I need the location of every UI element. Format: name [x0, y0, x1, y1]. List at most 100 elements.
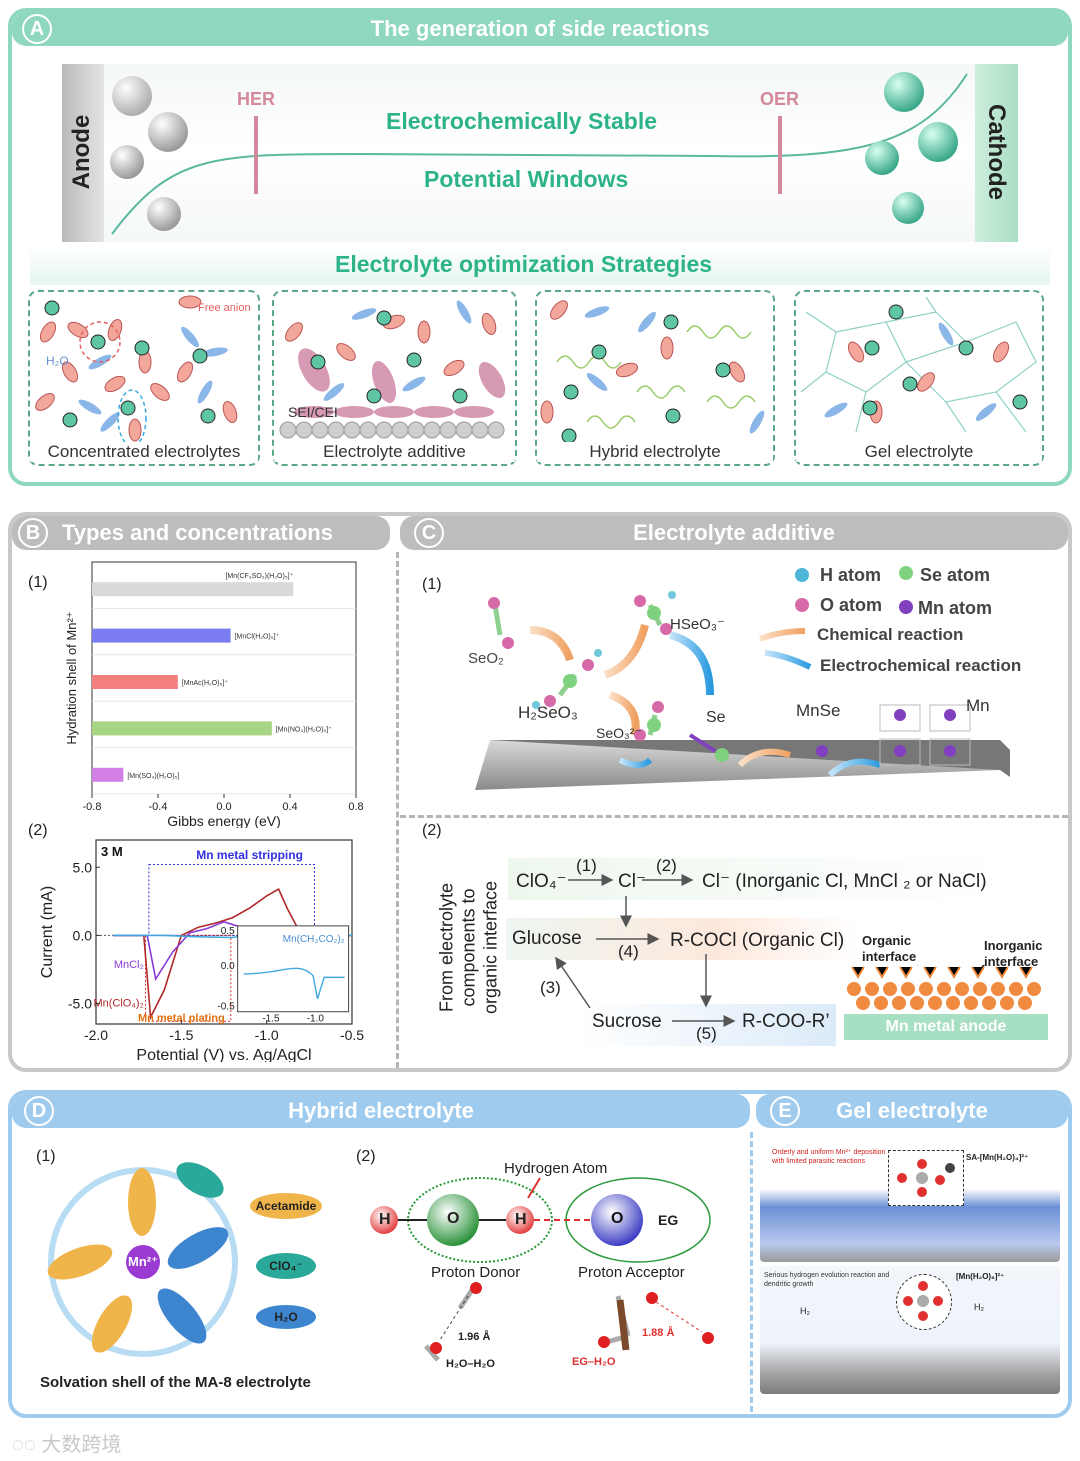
anode-bar — [62, 64, 104, 242]
gel-bottom-label: [Mn(H₂O)₆]²⁺ — [956, 1272, 1005, 1281]
eg-label: EG — [658, 1212, 679, 1228]
strategies-title: Electrolyte optimization Strategies — [335, 251, 713, 277]
watermark: ◌◌ 大数跨境 — [12, 1428, 121, 1457]
proton-donor-label: Proton Donor — [431, 1264, 521, 1281]
x-tick-label: -0.8 — [83, 801, 102, 813]
h2-bubble-2: H₂ — [974, 1302, 984, 1312]
solvation-shell — [47, 1162, 238, 1357]
strategy-label: Concentrated electrolytes — [30, 442, 258, 462]
y-tick-label: -5.0 — [68, 996, 92, 1012]
anode-ball — [112, 76, 152, 116]
eg-h2o-label: EG–H₂O — [572, 1356, 616, 1368]
panel-e-header: Gel electrolyte — [756, 1094, 1068, 1128]
proton-acceptor-label: Proton Acceptor — [578, 1264, 685, 1281]
bar-category-label: [Mn(NO₃)(H₂O)₅]⁺ — [276, 725, 332, 733]
inorganic-interface-label: Inorganic interface — [984, 938, 1043, 969]
gel-top-molecule — [897, 1159, 955, 1197]
flow-rcoor: R-COO-R’ — [742, 1011, 830, 1032]
strategies-glow — [30, 245, 1050, 285]
gibbs-bar-chart: [Mn(CF₃SO₃)(H₂O)₅]⁺ [MnCl(H₂O)₅]⁺ [MnAc(H₂… — [64, 561, 364, 828]
flow-step4: (4) — [618, 942, 639, 961]
cv-line-chart: Mn(CH₃CO₂)₂ 0.5 0.0 -0.5 -1.5 -1.0 3 M Mn metal… — [39, 839, 364, 1062]
bar-3 — [92, 721, 272, 736]
c-divider — [400, 815, 1068, 818]
stable-label-2: Potential Windows — [424, 166, 629, 192]
inset-y-tick: 0.5 — [221, 926, 235, 937]
watermark-icon: ◌◌ — [12, 1434, 42, 1456]
species-mnse: MnSe — [796, 701, 841, 720]
flow-glucose: Glucose — [512, 928, 582, 949]
stable-label-1: Electrochemically Stable — [386, 108, 658, 134]
gel-bottom-note: Serious hydrogen evolution reaction and … — [764, 1272, 890, 1288]
species-hseo3: HSeO₃⁻ — [670, 616, 725, 633]
chart-title: 3 M — [101, 844, 123, 859]
b-sub2: (2) — [28, 822, 48, 839]
hydrogen-bond-diagram — [370, 1177, 714, 1362]
dist-h2o: 1.96 Å — [458, 1331, 491, 1343]
water-label: H₂O — [46, 354, 69, 368]
additive-illustration — [279, 300, 506, 439]
bar-category-label: [MnAc(H₂O)₅]⁺ — [182, 679, 228, 687]
bar-1 — [92, 628, 231, 643]
inset-y-tick: -0.5 — [217, 1002, 235, 1013]
hydrogen-atom-label: Hydrogen Atom — [504, 1160, 608, 1177]
flow-band-3 — [578, 1004, 836, 1046]
clo4-label: ClO₄⁻ — [269, 1259, 303, 1273]
o-atom-donor: O — [447, 1210, 460, 1227]
window-curve — [110, 72, 968, 235]
bar-4 — [92, 767, 124, 782]
legend-o-atom: O atom — [820, 595, 883, 615]
gel-bottom-molecule — [903, 1281, 943, 1321]
bc-divider — [396, 552, 399, 1068]
flow-step3: (3) — [540, 978, 561, 997]
legend-mn-atom: Mn atom — [918, 598, 992, 618]
mn-anode-bar: Mn metal anode — [844, 1014, 1048, 1040]
species-seo2: SeO₂ — [468, 650, 504, 667]
flow-band-1 — [508, 858, 1008, 900]
species-seo3: SeO₃²⁻ — [596, 725, 642, 741]
concentrated-illustration — [35, 295, 238, 442]
acetamide-legend: Acetamide — [250, 1193, 322, 1219]
inset-annotation: Mn(CH₃CO₂)₂ — [283, 934, 345, 945]
clo4-legend: ClO₄⁻ — [256, 1253, 316, 1279]
mn-anode-label: Mn metal anode — [885, 1018, 1007, 1035]
annotation-mncl2: MnCl₂ — [114, 959, 144, 971]
panel-a-title: The generation of side reactions — [370, 16, 710, 41]
her-label: HER — [237, 89, 276, 109]
o-atom-acceptor: O — [611, 1210, 624, 1227]
plating-box — [144, 934, 232, 1022]
panel-d-header: Hybrid electrolyte — [12, 1094, 750, 1128]
free-anion-label: Free anion — [198, 302, 251, 314]
annotation-mnclo4: Mn(ClO₄)₂ — [93, 997, 143, 1009]
x-tick-label: 0.4 — [282, 801, 297, 813]
bar-2 — [92, 675, 178, 689]
oer-label: OER — [760, 89, 800, 109]
flow-band-2 — [506, 918, 856, 960]
strategy-gel: Gel electrolyte — [794, 290, 1044, 466]
watermark-text: 大数跨境 — [41, 1434, 122, 1456]
panel-b-title: Types and concentrations — [62, 520, 333, 545]
anode-ball — [148, 112, 188, 152]
anode-ball — [110, 145, 144, 179]
gel-illustration — [800, 296, 1037, 433]
inset-y-tick: 0.0 — [221, 961, 235, 972]
stripping-box — [148, 864, 315, 936]
panel-b-header: Types and concentrations — [12, 516, 390, 550]
strategy-label: Electrolyte additive — [274, 442, 515, 462]
cathode-ball — [918, 122, 958, 162]
flow-rcocl: R-COCl (Organic Cl) — [670, 930, 845, 951]
c-sub1: (1) — [422, 576, 442, 593]
strategy-concentrated: Free anion H₂O Concentrated electrolytes — [28, 290, 260, 466]
b-sub1: (1) — [28, 574, 48, 591]
panel-c-title: Electrolyte additive — [633, 520, 835, 545]
cathode-bar — [975, 64, 1018, 242]
h2o-label: H₂O — [274, 1310, 298, 1324]
bar-category-label: [Mn(CF₃SO₃)(H₂O)₅]⁺ — [225, 572, 293, 580]
flow-cl1: Cl⁻ — [618, 871, 646, 892]
organic-interface-label: Organic interface — [862, 933, 917, 964]
flow-arrows — [555, 874, 736, 1027]
bar-0 — [92, 582, 294, 597]
strategy-hybrid: Hybrid electrolyte — [535, 290, 775, 466]
panel-c-header: Electrolyte additive — [400, 516, 1068, 550]
x-tick-label: -1.0 — [255, 1027, 279, 1043]
